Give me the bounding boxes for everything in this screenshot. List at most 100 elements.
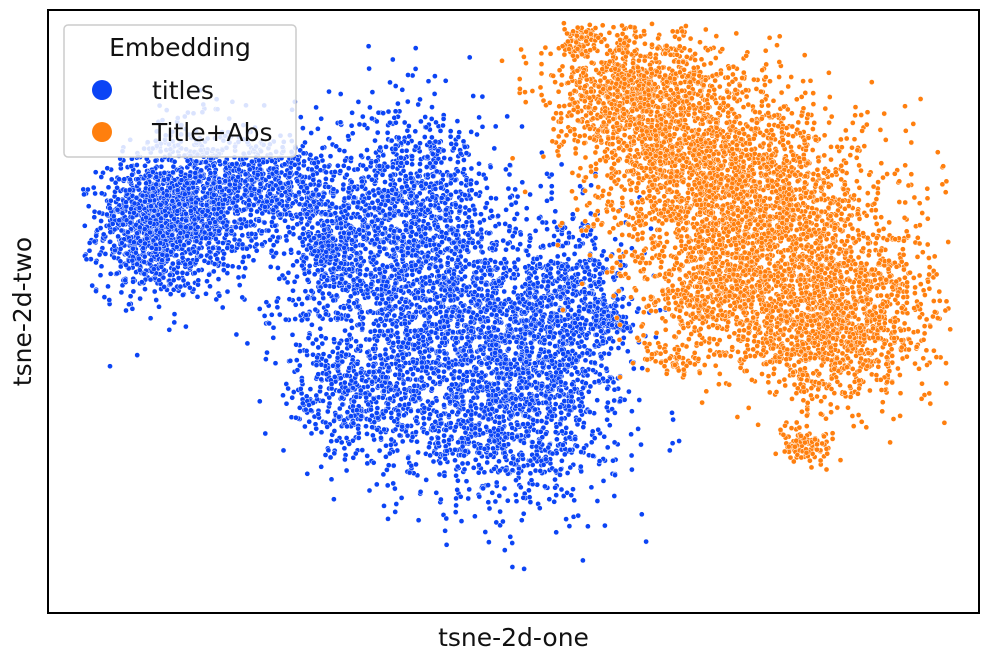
data-point xyxy=(430,379,437,385)
data-point xyxy=(452,346,459,353)
data-point xyxy=(429,104,435,110)
data-point xyxy=(191,216,198,223)
data-point xyxy=(121,176,128,183)
data-point xyxy=(170,169,176,176)
data-point xyxy=(244,245,250,252)
data-point xyxy=(235,274,242,281)
data-point xyxy=(142,286,148,292)
data-point xyxy=(420,218,427,225)
data-point xyxy=(239,241,246,248)
data-point xyxy=(391,312,398,319)
data-point xyxy=(206,271,212,278)
data-point xyxy=(212,219,218,225)
data-point xyxy=(224,262,231,269)
data-point xyxy=(239,232,246,239)
data-point xyxy=(322,282,329,289)
data-point xyxy=(405,288,412,295)
data-point xyxy=(136,224,143,231)
data-point xyxy=(409,161,415,168)
data-point xyxy=(438,263,445,270)
data-point xyxy=(413,429,419,435)
data-point xyxy=(96,209,103,216)
data-point xyxy=(296,296,302,302)
data-point xyxy=(387,205,393,212)
data-point xyxy=(507,194,513,201)
data-point xyxy=(439,339,445,346)
data-point xyxy=(478,211,484,218)
data-point xyxy=(402,298,409,305)
data-point xyxy=(358,255,364,261)
data-point xyxy=(210,245,216,251)
data-point xyxy=(449,256,455,263)
data-point xyxy=(125,229,131,236)
data-point xyxy=(503,246,509,253)
data-point xyxy=(466,54,473,61)
data-point xyxy=(405,72,411,78)
data-point xyxy=(108,176,115,183)
data-point xyxy=(131,200,138,207)
data-point xyxy=(98,263,105,270)
data-point xyxy=(193,257,200,263)
data-point xyxy=(375,278,381,284)
data-point xyxy=(168,248,174,255)
data-point xyxy=(143,235,150,242)
data-point xyxy=(191,248,198,255)
data-point xyxy=(447,386,454,393)
data-point xyxy=(201,185,207,192)
data-point xyxy=(396,177,403,183)
data-point xyxy=(106,297,113,303)
data-point xyxy=(148,244,155,251)
data-point xyxy=(465,308,472,315)
data-point xyxy=(247,212,254,218)
data-point xyxy=(141,226,148,232)
data-point xyxy=(107,205,113,212)
data-point xyxy=(316,313,323,320)
data-point xyxy=(410,358,417,365)
data-point xyxy=(447,286,454,293)
data-point xyxy=(317,325,324,332)
data-point xyxy=(147,315,154,322)
data-point xyxy=(444,245,451,252)
data-point xyxy=(181,191,188,198)
data-point xyxy=(482,260,488,267)
data-point xyxy=(398,287,404,294)
data-point xyxy=(470,93,477,99)
data-point xyxy=(92,190,98,197)
data-point xyxy=(100,231,107,238)
data-point xyxy=(216,158,223,165)
data-point xyxy=(86,240,93,246)
data-point xyxy=(388,436,395,443)
data-point xyxy=(248,207,254,213)
data-point xyxy=(389,56,396,63)
data-point xyxy=(207,283,213,290)
data-point xyxy=(475,378,482,385)
data-point xyxy=(506,171,513,178)
data-point xyxy=(391,266,398,273)
data-point xyxy=(181,242,187,249)
data-point xyxy=(545,278,552,285)
data-point xyxy=(130,288,137,295)
data-point xyxy=(136,205,143,211)
data-point xyxy=(307,152,314,158)
data-point xyxy=(382,346,389,353)
data-point xyxy=(434,294,440,300)
data-point xyxy=(427,335,433,342)
data-point xyxy=(177,230,184,236)
data-point xyxy=(153,297,160,303)
data-point xyxy=(418,327,425,333)
data-point xyxy=(202,193,209,200)
data-point xyxy=(514,193,521,200)
data-point xyxy=(107,229,114,235)
data-point xyxy=(395,100,401,107)
data-point xyxy=(426,265,433,272)
data-point xyxy=(392,509,399,515)
data-point xyxy=(211,261,218,267)
data-point xyxy=(410,371,416,378)
data-point xyxy=(321,163,328,170)
data-point xyxy=(180,277,187,284)
data-point xyxy=(159,257,165,264)
data-point xyxy=(174,208,181,214)
data-point xyxy=(201,229,208,236)
data-point xyxy=(203,159,209,165)
data-point xyxy=(348,122,355,129)
